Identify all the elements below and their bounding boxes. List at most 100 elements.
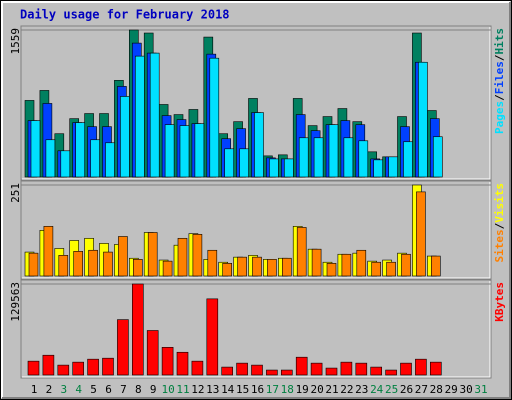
x-tick-label: 5: [90, 383, 97, 396]
bar: [386, 261, 396, 277]
bar: [313, 137, 324, 178]
legend-separator: /: [493, 54, 506, 61]
bar: [429, 361, 442, 376]
x-tick-label: 18: [281, 383, 294, 396]
x-tick-label: 25: [385, 383, 398, 396]
x-tick-label: 14: [221, 383, 235, 396]
bar: [281, 257, 292, 277]
bar: [161, 347, 174, 376]
chart-title: Daily usage for February 2018: [20, 8, 230, 22]
bar: [388, 156, 398, 178]
bar: [358, 140, 369, 178]
bar: [132, 283, 144, 376]
x-tick-label: 26: [400, 383, 413, 396]
panel-bevel: [22, 182, 491, 279]
x-tick-label: 21: [325, 383, 338, 396]
panel-bevel: [22, 281, 491, 378]
bar: [280, 369, 293, 376]
x-tick-label: 29: [445, 383, 458, 396]
x-tick-label: 12: [191, 383, 204, 396]
bar: [340, 361, 353, 376]
bar: [283, 158, 294, 178]
x-tick-label: 24: [370, 383, 384, 396]
bar: [432, 136, 443, 178]
bar: [370, 366, 383, 376]
legend: Sites/Visits: [493, 183, 506, 263]
bar: [295, 356, 308, 376]
bar: [222, 263, 232, 277]
x-tick-label: 8: [135, 383, 142, 396]
bar: [224, 148, 234, 178]
x-tick-label: 28: [430, 383, 443, 396]
bar: [296, 227, 307, 277]
bar: [57, 364, 70, 376]
bar: [415, 358, 427, 376]
bar: [298, 137, 309, 178]
x-tick-label: 17: [266, 383, 279, 396]
x-tick-label: 3: [60, 383, 67, 396]
bar: [135, 55, 145, 178]
bar: [28, 252, 39, 277]
bar: [87, 358, 99, 376]
x-tick-label: 15: [236, 383, 249, 396]
bar: [191, 360, 204, 376]
bar: [254, 112, 264, 178]
bar: [239, 148, 249, 178]
bar: [102, 357, 114, 376]
bar: [105, 142, 115, 178]
bar: [251, 364, 263, 376]
legend-separator: /: [493, 94, 506, 101]
x-tick-label: 22: [340, 383, 353, 396]
bar: [371, 261, 382, 277]
legend-entry: KBytes: [493, 282, 506, 322]
bar: [430, 255, 441, 277]
bar: [60, 150, 71, 178]
bar: [117, 319, 129, 376]
bar: [403, 141, 413, 178]
bar: [237, 256, 247, 277]
bar: [206, 298, 219, 376]
bar: [343, 137, 354, 178]
legend-entry: Visits: [493, 183, 506, 223]
x-tick-label: 16: [251, 383, 264, 396]
legend-entry: Hits: [493, 28, 506, 55]
x-tick-label: 13: [206, 383, 219, 396]
x-tick-label: 7: [120, 383, 127, 396]
legend: Pages/Files/Hits: [493, 28, 506, 134]
bar: [120, 96, 130, 178]
bar: [192, 234, 203, 277]
bar: [207, 249, 218, 277]
legend-separator: /: [493, 222, 506, 229]
bar: [103, 251, 113, 277]
bar: [58, 255, 69, 277]
x-tick-label: 1: [31, 383, 38, 396]
panel-bevel: [22, 27, 491, 180]
x-tick-label: 31: [474, 383, 487, 396]
bar: [118, 236, 128, 277]
bar: [147, 232, 158, 277]
bar: [90, 139, 100, 178]
bar: [373, 159, 384, 178]
legend-entry: Files: [493, 61, 506, 94]
bar: [45, 139, 56, 178]
bar: [221, 366, 233, 376]
bar: [310, 362, 323, 376]
panel: [20, 279, 492, 379]
bar: [88, 249, 98, 277]
bar: [177, 237, 188, 277]
bar: [194, 123, 205, 178]
bar: [75, 122, 85, 178]
y-tick-label: 129563: [9, 282, 22, 322]
bar: [355, 362, 368, 376]
x-tick-label: 30: [459, 383, 472, 396]
bar: [418, 61, 428, 178]
bar: [209, 57, 220, 178]
x-tick-label: 9: [150, 383, 157, 396]
bar: [73, 251, 83, 277]
bar: [162, 260, 173, 277]
bar: [133, 259, 143, 277]
bar: [146, 330, 159, 376]
legend-entry: Sites: [493, 229, 506, 262]
